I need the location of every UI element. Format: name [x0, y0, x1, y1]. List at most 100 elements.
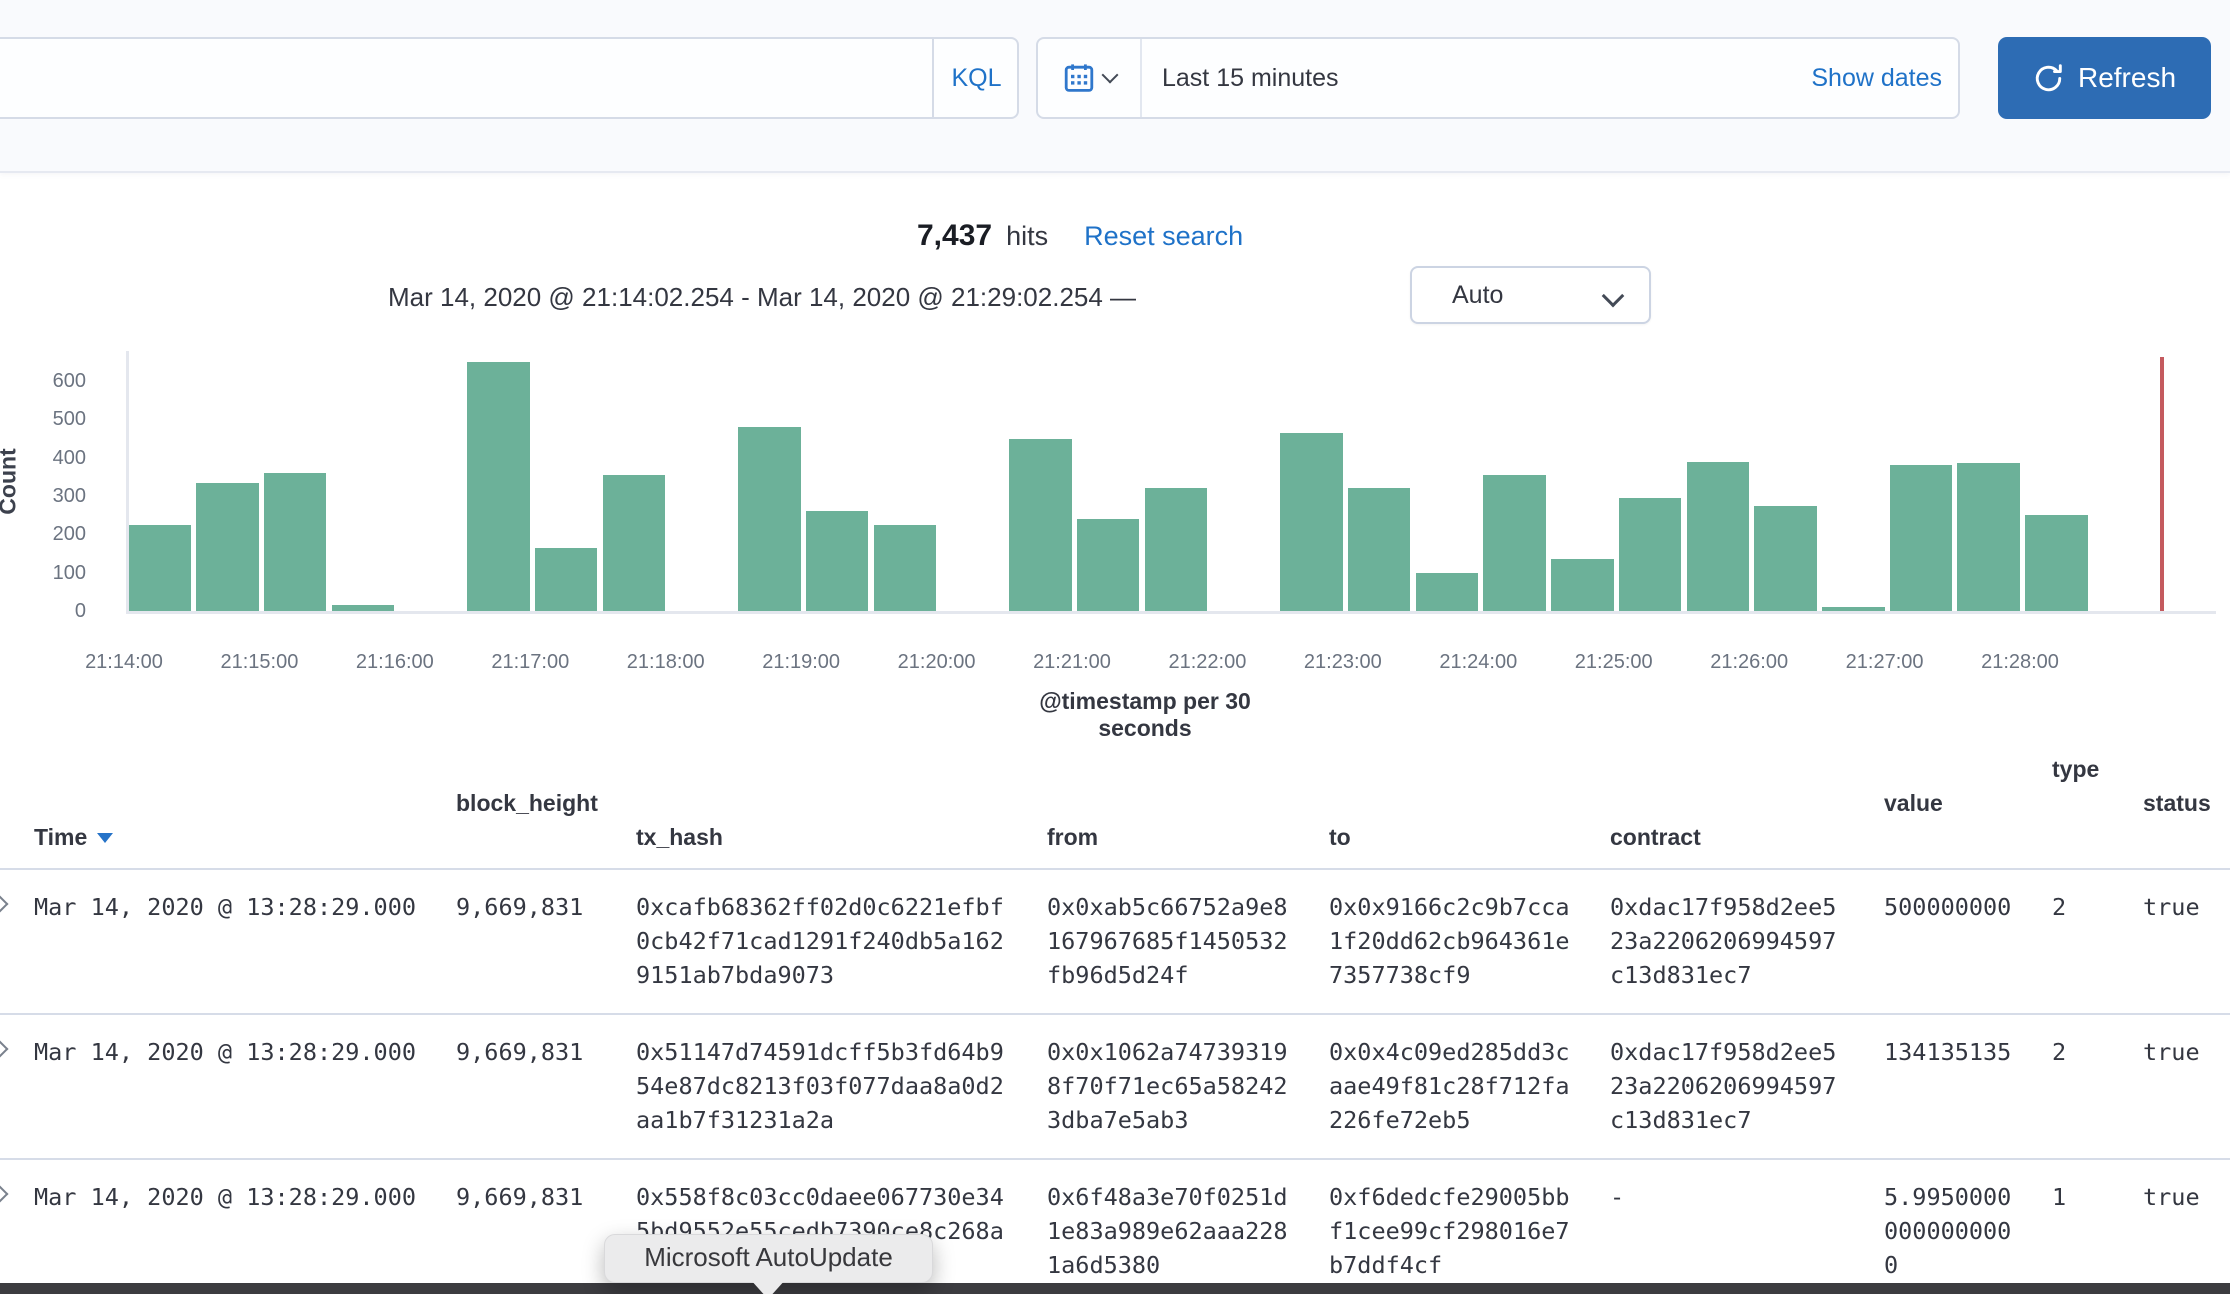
time-range-value[interactable]: Last 15 minutes: [1162, 39, 1339, 117]
row-divider: [0, 1158, 2230, 1160]
cell-contract: 0xdac17f958d2ee523a2206206994597c13d831e…: [1610, 890, 1841, 992]
column-label: Time: [34, 824, 87, 850]
x-tick-label: 21:16:00: [325, 651, 465, 674]
cell-time: Mar 14, 2020 @ 13:28:29.000: [34, 1035, 426, 1069]
show-dates-button[interactable]: Show dates: [1811, 39, 1942, 117]
histogram-bar[interactable]: [1416, 573, 1479, 611]
x-tick-label: 21:21:00: [1002, 651, 1142, 674]
histogram-bar[interactable]: [1890, 465, 1953, 611]
x-tick-label: 21:19:00: [731, 651, 871, 674]
column-header-tx_hash[interactable]: tx_hash: [636, 824, 723, 851]
reset-search-link[interactable]: Reset search: [1084, 221, 1243, 252]
histogram-bar[interactable]: [1077, 519, 1140, 611]
column-header-block_height[interactable]: block_height: [456, 790, 598, 817]
interval-value: Auto: [1452, 268, 1503, 322]
tooltip-tail: [750, 1279, 786, 1294]
cell-value: 134135135: [1884, 1035, 2015, 1069]
x-axis-title: @timestamp per 30 seconds: [995, 688, 1295, 742]
expand-row-caret[interactable]: [0, 897, 6, 915]
column-header-status[interactable]: status: [2143, 790, 2211, 817]
x-tick-label: 21:26:00: [1679, 651, 1819, 674]
x-tick-label: 21:17:00: [460, 651, 600, 674]
cell-block_height: 9,669,831: [456, 1035, 616, 1069]
cell-to: 0x0x9166c2c9b7cca1f20dd62cb964361e735773…: [1329, 890, 1575, 992]
cell-contract: -: [1610, 1180, 1841, 1214]
row-divider: [0, 1013, 2230, 1015]
column-header-value[interactable]: value: [1884, 790, 1943, 817]
y-tick-label: 400: [0, 447, 86, 470]
histogram-bar[interactable]: [264, 473, 327, 611]
chevron-right-icon: [0, 896, 8, 913]
histogram-bar[interactable]: [1619, 498, 1682, 611]
histogram-bar[interactable]: [1348, 488, 1411, 611]
bottom-window-edge: [0, 1283, 2230, 1294]
y-tick-label: 200: [0, 523, 86, 546]
histogram-bar[interactable]: [196, 483, 259, 611]
column-label: type: [2052, 756, 2099, 782]
cell-status: true: [2143, 1180, 2223, 1214]
column-header-type[interactable]: type: [2052, 756, 2099, 783]
date-picker: Last 15 minutes Show dates: [1036, 37, 1960, 119]
chevron-down-icon: [1101, 67, 1118, 84]
histogram-bar[interactable]: [129, 525, 192, 611]
cell-type: 1: [2052, 1180, 2122, 1214]
x-axis-line: [126, 611, 2216, 614]
sort-desc-icon[interactable]: [97, 833, 113, 843]
kql-button[interactable]: KQL: [934, 39, 1019, 117]
chevron-right-icon: [0, 1186, 8, 1203]
cell-from: 0x0xab5c66752a9e8167967685f1450532fb96d5…: [1047, 890, 1293, 992]
x-tick-label: 21:22:00: [1137, 651, 1277, 674]
hits-line: 7,437 hits Reset search: [917, 219, 1243, 253]
time-range-end-marker: [2160, 357, 2164, 611]
histogram-bar[interactable]: [874, 525, 937, 611]
column-header-contract[interactable]: contract: [1610, 824, 1701, 851]
expand-row-caret[interactable]: [0, 1042, 6, 1060]
column-label: status: [2143, 790, 2211, 816]
column-label: value: [1884, 790, 1943, 816]
calendar-button[interactable]: [1038, 39, 1140, 117]
histogram-bar[interactable]: [1009, 439, 1072, 611]
x-tick-label: 21:27:00: [1815, 651, 1955, 674]
x-tick-label: 21:20:00: [867, 651, 1007, 674]
histogram-bar[interactable]: [806, 511, 869, 611]
cell-tx_hash: 0xcafb68362ff02d0c6221efbf0cb42f71cad129…: [636, 890, 1008, 992]
column-label: from: [1047, 824, 1098, 850]
histogram-bar[interactable]: [2025, 515, 2088, 611]
chevron-right-icon: [0, 1041, 8, 1058]
column-label: contract: [1610, 824, 1701, 850]
cell-tx_hash: 0x51147d74591dcff5b3fd64b954e87dc8213f03…: [636, 1035, 1008, 1137]
histogram-bar[interactable]: [1551, 559, 1614, 611]
cell-to: 0x0x4c09ed285dd3caae49f81c28f712fa226fe7…: [1329, 1035, 1575, 1137]
date-range-text: Mar 14, 2020 @ 21:14:02.254 - Mar 14, 20…: [388, 282, 1136, 313]
histogram-bar[interactable]: [332, 605, 395, 611]
histogram-bar[interactable]: [1754, 506, 1817, 611]
column-label: tx_hash: [636, 824, 723, 850]
column-header-to[interactable]: to: [1329, 824, 1351, 851]
histogram-bar[interactable]: [1687, 462, 1750, 611]
cell-time: Mar 14, 2020 @ 13:28:29.000: [34, 890, 426, 924]
histogram-bar[interactable]: [603, 475, 666, 611]
histogram-bar[interactable]: [1957, 463, 2020, 611]
header-divider: [0, 868, 2230, 870]
histogram-bar[interactable]: [535, 548, 598, 611]
histogram-bar[interactable]: [1822, 607, 1885, 611]
column-label: to: [1329, 824, 1351, 850]
date-picker-divider: [1140, 39, 1142, 117]
cell-block_height: 9,669,831: [456, 1180, 616, 1214]
histogram-bar[interactable]: [1280, 433, 1343, 611]
query-input[interactable]: [6, 39, 906, 117]
top-query-bar: KQL Last 15 minutes Show dates: [0, 0, 2230, 173]
interval-select[interactable]: Auto: [1410, 266, 1651, 324]
x-tick-label: 21:28:00: [1950, 651, 2090, 674]
y-tick-label: 0: [0, 600, 86, 623]
histogram-bar[interactable]: [1145, 488, 1208, 611]
y-tick-label: 100: [0, 562, 86, 585]
refresh-button[interactable]: Refresh: [1998, 37, 2211, 119]
column-header-from[interactable]: from: [1047, 824, 1098, 851]
column-header-time[interactable]: Time: [34, 824, 113, 851]
histogram-bar[interactable]: [467, 362, 530, 611]
histogram-bar[interactable]: [1483, 475, 1546, 611]
histogram-bar[interactable]: [738, 427, 801, 611]
cell-value: 500000000: [1884, 890, 2015, 924]
expand-row-caret[interactable]: [0, 1187, 6, 1205]
